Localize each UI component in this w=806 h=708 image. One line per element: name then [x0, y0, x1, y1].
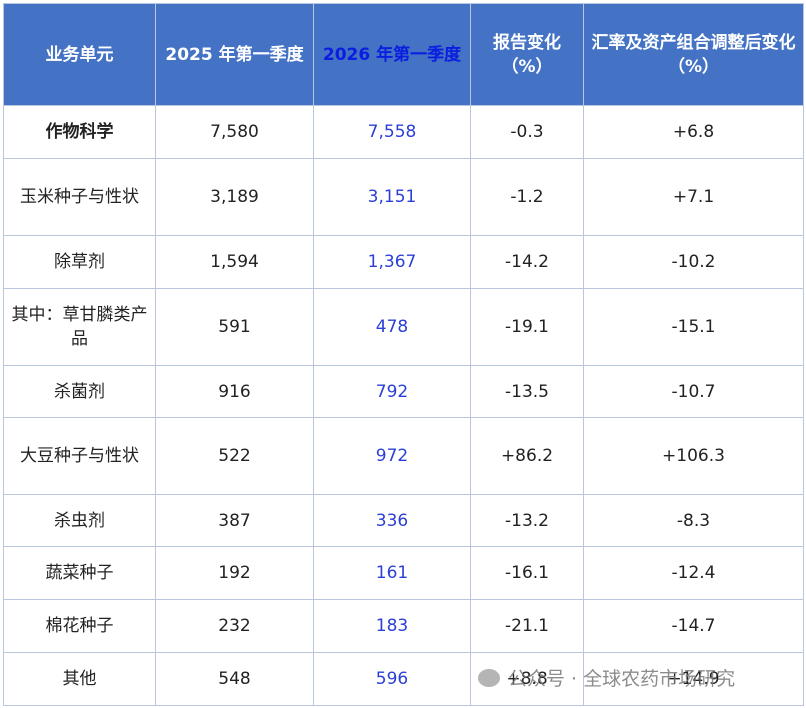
value-cell: -19.1 — [470, 288, 584, 366]
value-cell: 387 — [155, 494, 314, 547]
value-cell: 972 — [313, 417, 471, 495]
value-cell: -10.7 — [583, 365, 804, 418]
table-row: 作物科学 7,580 7,558 -0.3 +6.8 — [3, 105, 804, 159]
value-cell: -14.7 — [583, 599, 804, 653]
value-cell: 478 — [313, 288, 471, 366]
value-cell: 3,189 — [155, 158, 314, 236]
row-label: 其中：草甘膦类产品 — [3, 288, 156, 366]
value-cell: 1,594 — [155, 235, 314, 289]
header-cell: 汇率及资产组合调整后变化（%） — [583, 3, 804, 106]
row-label: 作物科学 — [3, 105, 156, 159]
value-cell: 522 — [155, 417, 314, 495]
row-label: 除草剂 — [3, 235, 156, 289]
watermark: 公众号 · 全球农药市场研究 — [478, 664, 735, 691]
value-cell: 232 — [155, 599, 314, 653]
watermark-text: 公众号 · 全球农药市场研究 — [508, 668, 736, 690]
row-label: 蔬菜种子 — [3, 546, 156, 600]
value-cell: +14.9 — [583, 652, 804, 706]
value-cell: 336 — [313, 494, 471, 547]
value-cell: -10.2 — [583, 235, 804, 289]
value-cell: 916 — [155, 365, 314, 418]
table-row: 杀虫剂 387 336 -13.2 -8.3 — [3, 494, 804, 547]
value-cell: 7,558 — [313, 105, 471, 159]
value-cell: +7.1 — [583, 158, 804, 236]
value-cell: -0.3 — [470, 105, 584, 159]
value-cell: 792 — [313, 365, 471, 418]
data-table: 业务单元 2025 年第一季度 2026 年第一季度 报告变化（%） 汇率及资产组合调整… — [3, 3, 804, 706]
header-row: 业务单元 2025 年第一季度 2026 年第一季度 报告变化（%） 汇率及资产组合调整… — [3, 3, 804, 106]
value-cell: +8.8 — [470, 652, 584, 706]
row-label: 杀虫剂 — [3, 494, 156, 547]
value-cell: -12.4 — [583, 546, 804, 600]
value-cell: 3,151 — [313, 158, 471, 236]
row-label: 大豆种子与性状 — [3, 417, 156, 495]
value-cell: 183 — [313, 599, 471, 653]
value-cell: 192 — [155, 546, 314, 600]
value-cell: +6.8 — [583, 105, 804, 159]
table-row: 其中：草甘膦类产品 591 478 -19.1 -15.1 — [3, 288, 804, 366]
table-row: 蔬菜种子 192 161 -16.1 -12.4 — [3, 546, 804, 600]
row-label: 其他 — [3, 652, 156, 706]
header-cell: 2025 年第一季度 — [155, 3, 314, 106]
table-row: 玉米种子与性状 3,189 3,151 -1.2 +7.1 — [3, 158, 804, 236]
value-cell: +106.3 — [583, 417, 804, 495]
row-label: 杀菌剂 — [3, 365, 156, 418]
value-cell: -8.3 — [583, 494, 804, 547]
value-cell: -13.5 — [470, 365, 584, 418]
value-cell: -15.1 — [583, 288, 804, 366]
value-cell: +86.2 — [470, 417, 584, 495]
value-cell: -1.2 — [470, 158, 584, 236]
table-row: 其他 548 596 +8.8 +14.9 — [3, 652, 804, 706]
value-cell: 161 — [313, 546, 471, 600]
row-label: 玉米种子与性状 — [3, 158, 156, 236]
table-row: 杀菌剂 916 792 -13.5 -10.7 — [3, 365, 804, 418]
table-row: 大豆种子与性状 522 972 +86.2 +106.3 — [3, 417, 804, 495]
header-cell: 2026 年第一季度 — [313, 3, 471, 106]
value-cell: 7,580 — [155, 105, 314, 159]
table-row: 棉花种子 232 183 -21.1 -14.7 — [3, 599, 804, 653]
value-cell: 548 — [155, 652, 314, 706]
value-cell: -16.1 — [470, 546, 584, 600]
value-cell: -21.1 — [470, 599, 584, 653]
value-cell: 591 — [155, 288, 314, 366]
value-cell: -14.2 — [470, 235, 584, 289]
value-cell: -13.2 — [470, 494, 584, 547]
table-body: 作物科学 7,580 7,558 -0.3 +6.8 玉米种子与性状 3,189 3,151-… — [3, 105, 804, 706]
header-cell: 业务单元 — [3, 3, 156, 106]
value-cell: 596 — [313, 652, 471, 706]
header-cell: 报告变化（%） — [470, 3, 584, 106]
watermark-icon — [478, 669, 500, 687]
row-label: 棉花种子 — [3, 599, 156, 653]
value-cell: 1,367 — [313, 235, 471, 289]
table-row: 除草剂 1,594 1,367 -14.2 -10.2 — [3, 235, 804, 289]
